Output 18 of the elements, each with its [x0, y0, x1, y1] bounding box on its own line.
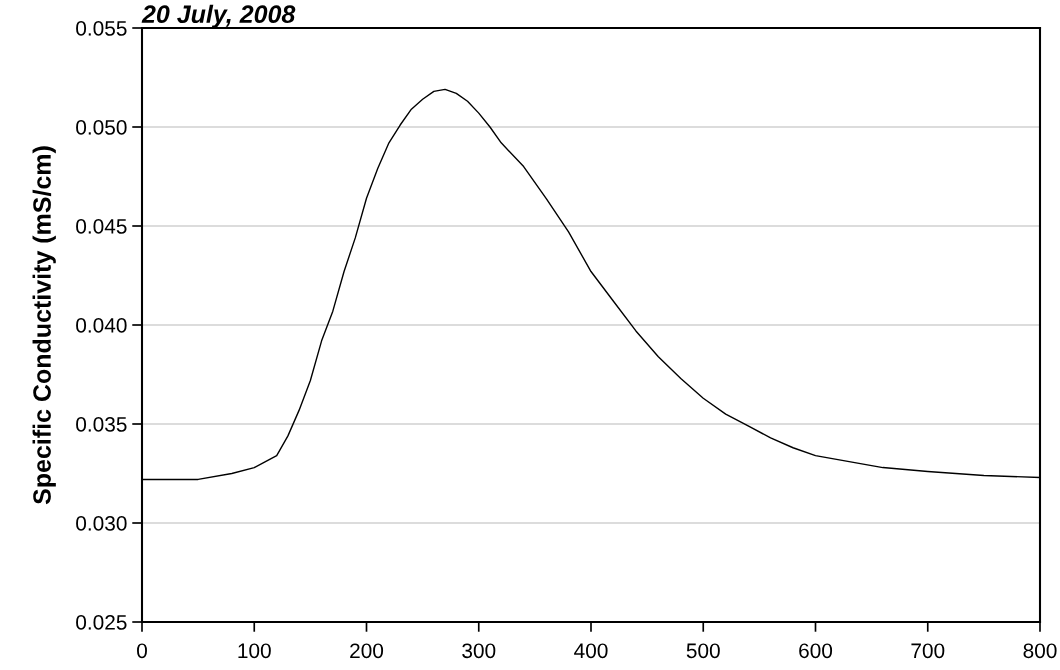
x-tick-label: 600	[799, 643, 833, 659]
y-tick-label: 0.040	[76, 318, 127, 333]
y-tick-label: 0.030	[76, 516, 127, 531]
x-tick-label: 700	[911, 643, 945, 659]
y-tick-label: 0.055	[76, 21, 127, 36]
y-tick-label: 0.035	[76, 417, 127, 432]
chart-title: 20 July, 2008	[141, 4, 296, 28]
y-tick-label: 0.050	[76, 120, 127, 135]
x-tick-label: 800	[1023, 643, 1057, 659]
x-tick-label: 500	[686, 643, 720, 659]
y-tick-label: 0.045	[76, 219, 127, 234]
x-tick-label: 0	[137, 643, 147, 659]
x-tick-label: 300	[462, 643, 496, 659]
x-tick-label: 200	[350, 643, 384, 659]
y-tick-label: 0.025	[76, 615, 127, 630]
x-tick-label: 100	[238, 643, 271, 659]
y-axis-title: Specific Conductivity (mS/cm)	[32, 146, 56, 505]
x-tick-label: 400	[574, 643, 608, 659]
